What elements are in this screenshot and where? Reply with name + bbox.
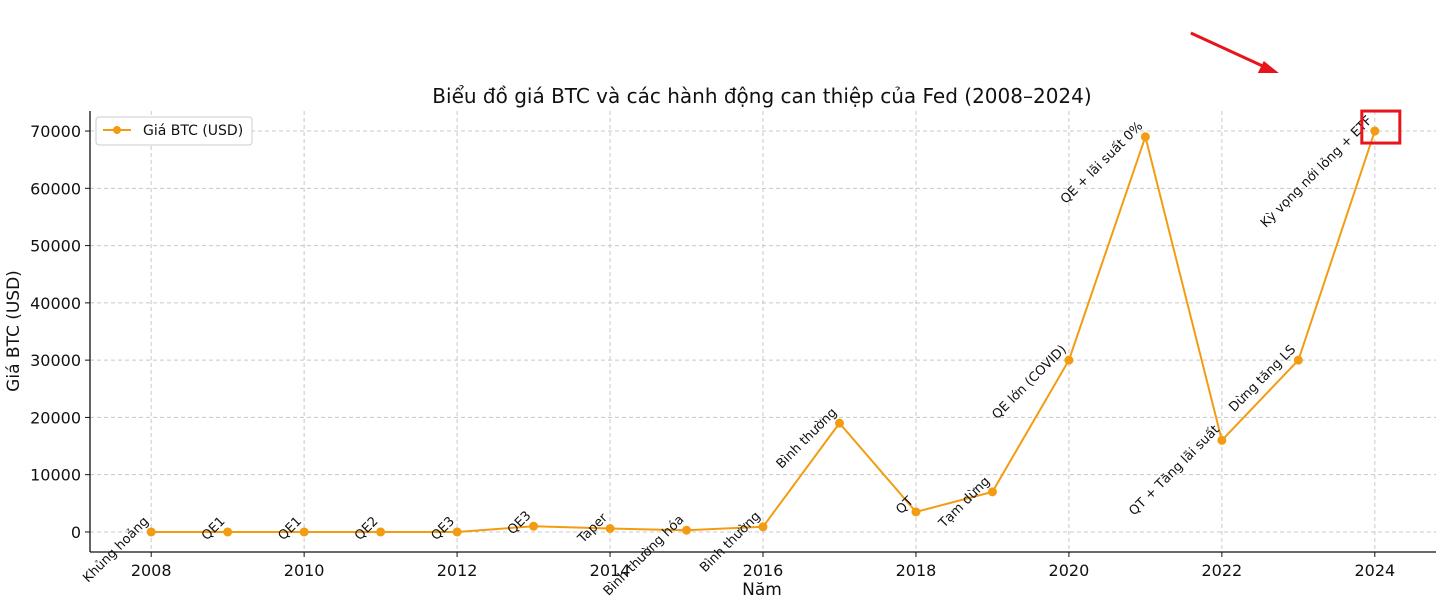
data-point <box>1140 132 1150 142</box>
x-tick-label: 2014 <box>590 561 631 580</box>
annotation-label: Bình thường <box>774 405 841 472</box>
data-point <box>758 522 768 532</box>
data-point <box>911 507 921 517</box>
y-tick-label: 40000 <box>30 294 81 313</box>
y-axis-title: Giá BTC (USD) <box>4 270 24 392</box>
data-point <box>1064 355 1074 365</box>
y-tick-label: 70000 <box>30 122 81 141</box>
chart-title: Biểu đồ giá BTC và các hành động can thi… <box>432 84 1091 108</box>
annotation-label: QE2 <box>352 514 381 543</box>
x-axis-title: Năm <box>742 580 782 600</box>
data-point <box>223 527 233 537</box>
y-tick-label: 20000 <box>30 408 81 427</box>
annotation-label: QE3 <box>428 514 457 543</box>
y-tick-label: 10000 <box>30 466 81 485</box>
x-tick-label: 2010 <box>284 561 325 580</box>
data-point <box>376 527 386 537</box>
series-layer <box>146 126 1380 537</box>
y-tick-label: 30000 <box>30 351 81 370</box>
data-point <box>1370 126 1380 136</box>
data-point <box>529 521 539 531</box>
x-tick-label: 2022 <box>1202 561 1243 580</box>
highlight-arrow-shaft <box>1190 31 1266 69</box>
y-tick-label: 60000 <box>30 179 81 198</box>
annotation-label: QE3 <box>505 508 534 537</box>
legend-swatch-marker <box>113 126 121 134</box>
legend: Giá BTC (USD) <box>95 116 253 146</box>
annotation-label: QE1 <box>199 514 228 543</box>
data-point <box>834 418 844 428</box>
x-tick-label: 2016 <box>743 561 784 580</box>
legend-box <box>95 116 253 146</box>
data-point <box>299 527 309 537</box>
x-tick-label: 2012 <box>437 561 478 580</box>
data-point <box>682 525 692 535</box>
highlight-box <box>1360 109 1402 145</box>
x-tick-label: 2018 <box>896 561 937 580</box>
grid-layer <box>90 111 1436 552</box>
data-point <box>452 527 462 537</box>
annotation-label: Tạm dừng <box>935 474 993 532</box>
x-tick-label: 2008 <box>131 561 172 580</box>
data-point <box>987 487 997 497</box>
y-tick-label: 50000 <box>30 237 81 256</box>
highlight-layer <box>1190 31 1402 145</box>
annotation-label: QT + Tăng lãi suất <box>1126 423 1222 519</box>
highlight-arrow-head <box>1257 61 1279 74</box>
data-point <box>1217 435 1227 445</box>
annotation-label: Dừng tăng LS <box>1226 342 1299 415</box>
y-tick-label: 0 <box>71 523 81 542</box>
annotation-label: QE1 <box>275 514 304 543</box>
axes-layer: 2008 2010 2012 2014 2016 2018 2020 2022 2024 0 100… <box>30 111 1436 580</box>
data-point <box>146 527 156 537</box>
legend-label: Giá BTC (USD) <box>143 123 243 139</box>
annotation-label: Bình thường hóa <box>601 512 688 599</box>
x-tick-label: 2024 <box>1354 561 1395 580</box>
x-tick-label: 2020 <box>1049 561 1090 580</box>
annotation-label: QE lớn (COVID) <box>989 342 1069 422</box>
data-point <box>1293 355 1303 365</box>
annotation-label: QE + lãi suất 0% <box>1058 119 1146 207</box>
data-point <box>605 524 615 534</box>
